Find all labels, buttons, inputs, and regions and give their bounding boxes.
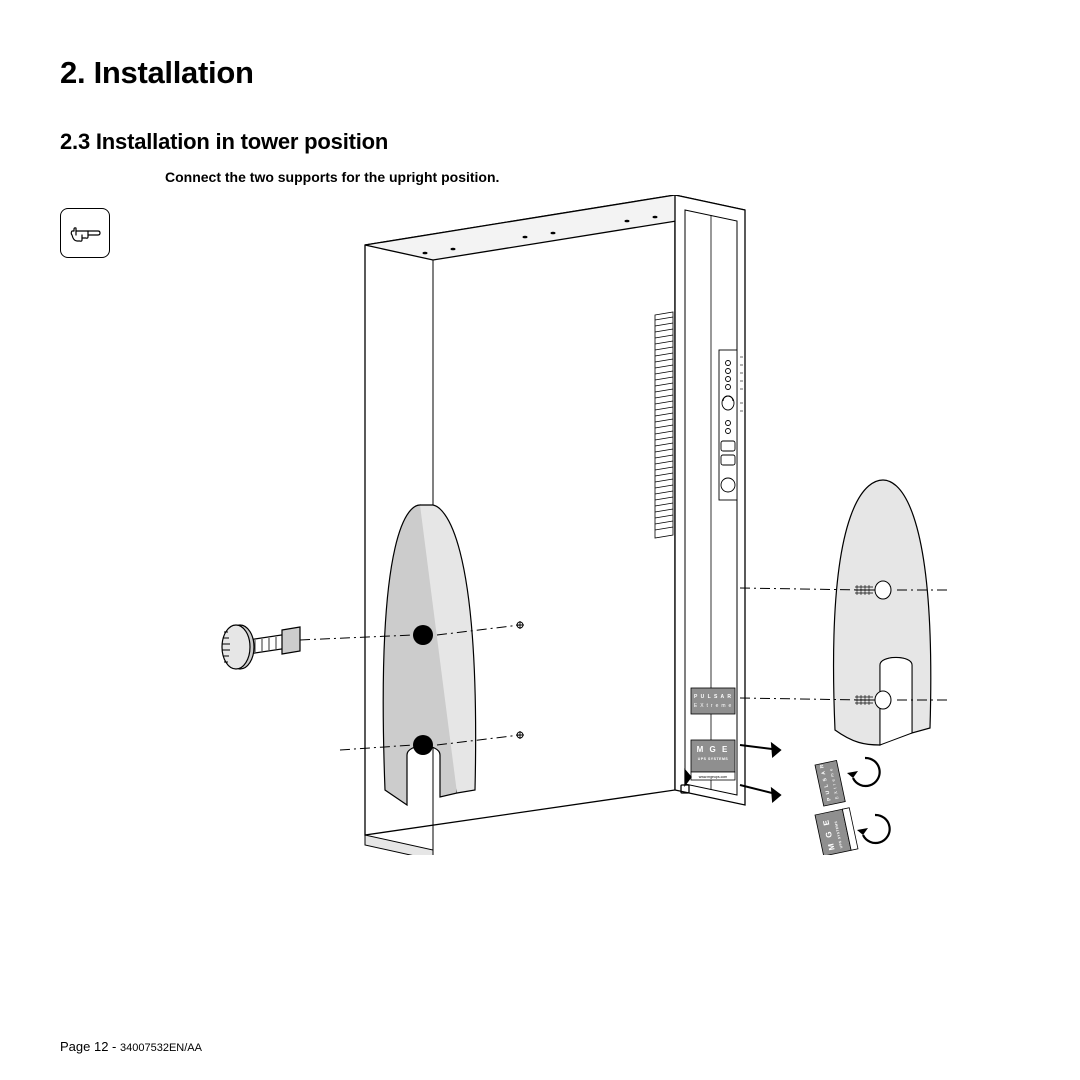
thumbscrew <box>222 625 300 669</box>
instruction-text: Connect the two supports for the upright… <box>165 169 1020 185</box>
page-footer: Page 12 - 34007532EN/AA <box>60 1039 202 1054</box>
right-stand <box>834 480 931 745</box>
note-icon-box <box>60 208 110 258</box>
mge-label-front: M G E UPS SYSTEMS www.mgeups.com <box>691 740 735 780</box>
pulsar-line2: E X t r e m e <box>694 703 732 709</box>
pulsar-label-front: P U L S A R E X t r e m e <box>691 688 735 714</box>
section-title: 2.3 Installation in tower position <box>60 129 1020 155</box>
pointing-hand-icon <box>68 221 102 245</box>
footer-docref: 34007532EN/AA <box>120 1042 202 1054</box>
mge-line2: UPS SYSTEMS <box>698 757 729 761</box>
mge-line1: M G E <box>697 745 730 754</box>
chapter-title: 2. Installation <box>60 55 1020 91</box>
detached-labels: P U L S A R E X t r e m e M G E UPS SYST… <box>740 744 890 855</box>
vent-grille <box>655 312 673 538</box>
mge-url: www.mgeups.com <box>699 775 727 779</box>
installation-figure: P U L S A R E X t r e m e M G E UPS SYST… <box>175 195 965 855</box>
footer-page: Page 12 - <box>60 1039 120 1054</box>
pulsar-line1: P U L S A R <box>694 694 732 700</box>
